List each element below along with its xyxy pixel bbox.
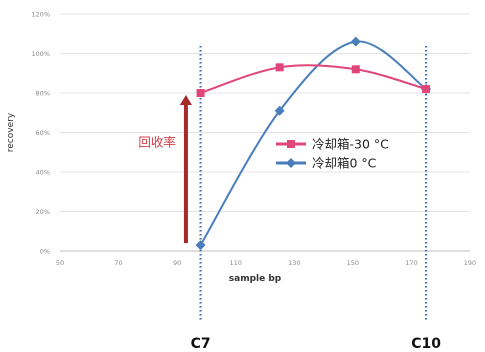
x-tick-label: 150 <box>347 259 359 267</box>
annotation-layer: 回收率 <box>138 95 192 244</box>
reference-label-c7: C7 <box>191 336 211 352</box>
data-point-diamond <box>350 36 361 47</box>
data-point-diamond <box>195 240 206 251</box>
data-point-square <box>351 65 360 74</box>
x-tick-label: 90 <box>173 259 181 267</box>
x-tick-label: 110 <box>230 259 242 267</box>
x-axis-title: sample bp <box>229 274 282 284</box>
y-tick-label: 120% <box>31 11 50 19</box>
reference-lines-layer: C7 C10 <box>191 46 441 352</box>
reference-label-c10: C10 <box>411 336 441 352</box>
y-tick-label: 80% <box>36 90 50 98</box>
x-tick-label: 190 <box>464 259 476 267</box>
x-tick-label: 170 <box>405 259 417 267</box>
legend: 冷却箱-30 °C 冷却箱0 °C <box>276 137 389 171</box>
y-tick-label: 100% <box>31 50 50 58</box>
data-point-square <box>422 85 431 94</box>
recovery-arrow-head <box>179 95 192 105</box>
series-line-0 <box>200 64 427 94</box>
recovery-annotation: 回收率 <box>138 134 176 149</box>
axis-layer: 0% 20% 40% 60% 80% 100% 120% 50 70 90 110 130 150 170… <box>6 11 476 285</box>
x-tick-label: 50 <box>56 259 64 267</box>
legend-label-0: 冷却箱-30 °C <box>312 137 389 152</box>
data-point-square <box>196 89 205 97</box>
data-point-diamond <box>274 105 285 116</box>
y-tick-label: 40% <box>36 169 50 177</box>
data-point-square <box>275 63 284 72</box>
y-tick-label: 0% <box>40 248 50 256</box>
legend-label-1: 冷却箱0 °C <box>312 156 377 171</box>
series-line-1 <box>199 40 427 246</box>
y-tick-label: 20% <box>36 208 50 216</box>
y-axis-title: recovery <box>6 112 16 152</box>
series-layer <box>195 36 432 251</box>
legend-marker-square <box>287 140 295 148</box>
legend-marker-diamond <box>286 158 296 168</box>
grid-layer <box>60 13 470 252</box>
x-tick-label: 70 <box>114 259 122 267</box>
y-tick-label: 60% <box>36 129 50 137</box>
x-tick-label: 130 <box>288 259 300 267</box>
